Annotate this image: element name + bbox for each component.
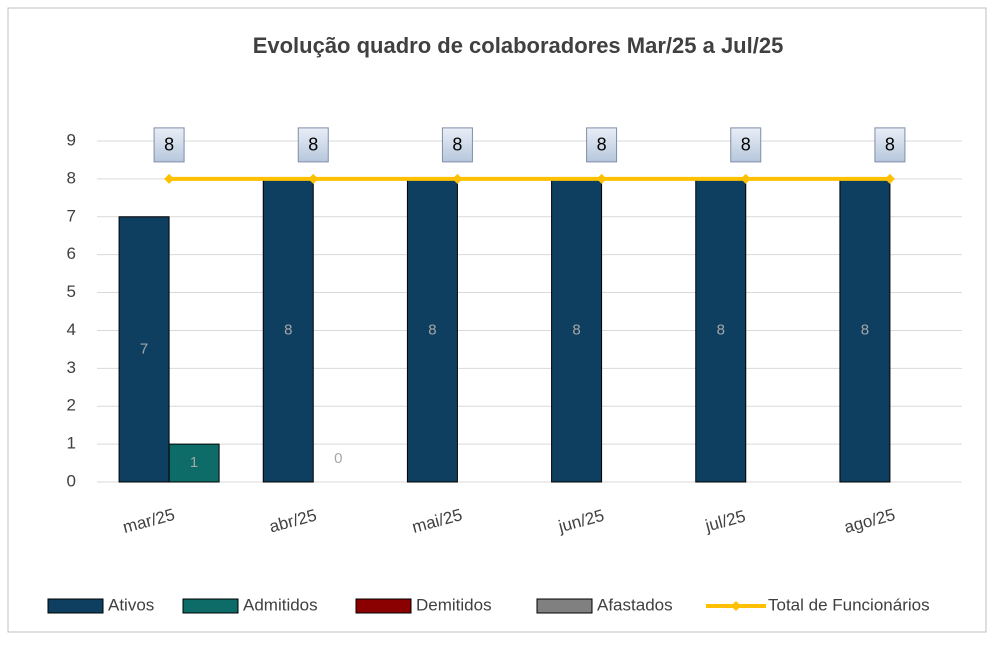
legend-swatch <box>182 598 239 614</box>
legend-label: Demitidos <box>416 595 492 614</box>
y-tick-label: 7 <box>67 206 76 225</box>
line-marker <box>596 173 607 184</box>
data-label: 8 <box>717 321 725 338</box>
data-label: 8 <box>885 135 895 155</box>
data-label: 8 <box>572 321 580 338</box>
label-box <box>586 127 618 163</box>
bar <box>406 178 458 483</box>
label-box <box>441 127 473 163</box>
y-tick-label: 0 <box>67 471 76 490</box>
legend-label: Total de Funcionários <box>768 595 930 614</box>
y-tick-label: 3 <box>67 358 76 377</box>
data-label: 8 <box>308 135 318 155</box>
data-label: 1 <box>190 454 198 471</box>
y-tick-label: 1 <box>67 434 76 453</box>
y-tick-label: 8 <box>67 168 76 187</box>
bar <box>262 178 314 483</box>
line-marker <box>308 173 319 184</box>
y-tick-label: 9 <box>67 130 76 149</box>
data-label: 0 <box>334 450 342 467</box>
legend-label: Afastados <box>597 595 673 614</box>
legend-swatch <box>536 598 593 614</box>
data-label: 8 <box>284 321 292 338</box>
label-box <box>730 127 762 163</box>
legend-swatch <box>731 601 741 611</box>
line-marker <box>884 173 895 184</box>
line-marker <box>740 173 751 184</box>
data-label: 8 <box>164 135 174 155</box>
bar <box>118 216 170 483</box>
y-tick-label: 2 <box>67 396 76 415</box>
bar <box>551 178 603 483</box>
data-label: 8 <box>597 135 607 155</box>
data-label: 8 <box>741 135 751 155</box>
y-tick-label: 4 <box>67 320 76 339</box>
legend-label: Ativos <box>108 595 154 614</box>
label-box <box>153 127 185 163</box>
chart-border <box>7 7 987 633</box>
label-box <box>297 127 329 163</box>
y-tick-label: 6 <box>67 244 76 263</box>
data-label: 8 <box>861 321 869 338</box>
legend-swatch <box>355 598 412 614</box>
bar <box>168 443 220 483</box>
label-box <box>874 127 906 163</box>
line-marker <box>164 173 175 184</box>
data-label: 8 <box>452 135 462 155</box>
bar <box>839 178 891 483</box>
bar <box>695 178 747 483</box>
legend-label: Admitidos <box>243 595 318 614</box>
line-marker <box>452 173 463 184</box>
chart-title: Evolução quadro de colaboradores Mar/25 … <box>253 33 784 58</box>
y-tick-label: 5 <box>67 282 76 301</box>
data-label: 8 <box>428 321 436 338</box>
legend-swatch <box>47 598 104 614</box>
data-label: 7 <box>140 340 148 357</box>
